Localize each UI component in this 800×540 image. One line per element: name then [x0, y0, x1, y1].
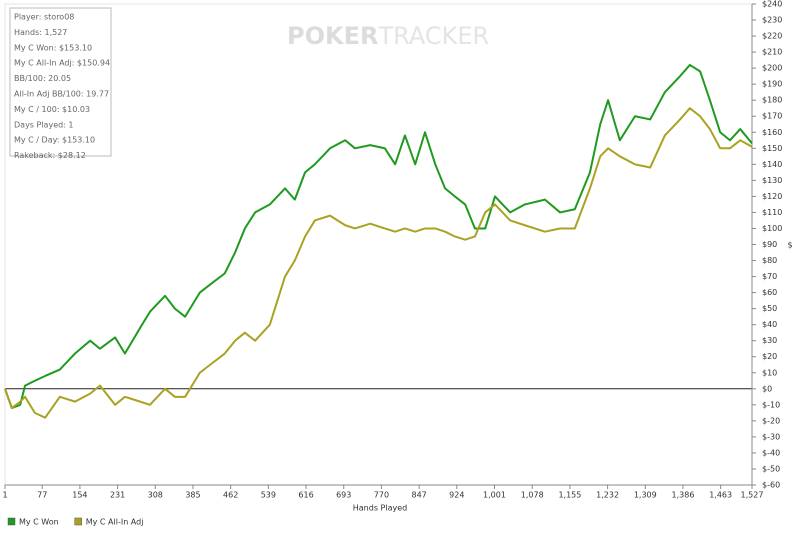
y-tick-label: $-40 [762, 448, 780, 457]
plot-area [4, 3, 753, 486]
info-line: Hands: 1,527 [14, 28, 67, 37]
y-tick-label: $190 [762, 80, 782, 89]
info-line: My C All-In Adj: $150.94 [14, 59, 110, 68]
y-tick-label: $170 [762, 112, 782, 121]
x-tick-label: 1,078 [521, 491, 544, 500]
y-tick-label: $30 [762, 336, 777, 345]
y-tick-label: $150 [762, 144, 782, 153]
info-line: BB/100: 20.05 [14, 74, 71, 83]
y-tick-label: $-50 [762, 464, 780, 473]
x-tick-label: 1,463 [709, 491, 732, 500]
y-tick-label: $220 [762, 32, 782, 41]
x-tick-label: 308 [148, 491, 163, 500]
watermark: POKERTRACKER [287, 22, 489, 50]
y-tick-label: $0 [762, 384, 772, 393]
x-tick-label: 1,155 [558, 491, 581, 500]
x-tick-label: 616 [298, 491, 313, 500]
info-line: My C / Day: $153.10 [14, 136, 95, 145]
y-tick-label: $240 [762, 0, 782, 9]
y-tick-label: $10 [762, 368, 777, 377]
x-tick-label: 1,309 [634, 491, 657, 500]
info-line: Rakeback: $28.12 [14, 151, 86, 160]
y-tick-label: $110 [762, 208, 782, 217]
watermark-part: POKER [287, 22, 378, 50]
series-line [4, 63, 753, 410]
x-tick-label: 1,527 [741, 491, 764, 500]
x-tick-label: 693 [336, 491, 351, 500]
info-line: Days Played: 1 [14, 120, 74, 129]
y-tick-label: $200 [762, 64, 782, 73]
y-tick-label: $100 [762, 224, 782, 233]
y-tick-label: $210 [762, 48, 782, 57]
y-tick-label: $-10 [762, 400, 780, 409]
legend-swatch [7, 517, 16, 526]
y-tick-label: $40 [762, 320, 777, 329]
info-line: My C / 100: $10.03 [14, 105, 90, 114]
x-tick-label: 924 [449, 491, 464, 500]
y-tick-label: $130 [762, 176, 782, 185]
series-line [4, 107, 753, 419]
x-tick-label: 77 [37, 491, 47, 500]
x-tick-label: 847 [411, 491, 426, 500]
y-tick-label: $70 [762, 272, 777, 281]
x-tick-label: 231 [110, 491, 125, 500]
y-tick-label: $140 [762, 160, 782, 169]
y-tick-label: $90 [762, 240, 777, 249]
y-tick-label: $50 [762, 304, 777, 313]
x-tick-label: 1,232 [596, 491, 619, 500]
x-tick-label: 770 [374, 491, 389, 500]
y-tick-label: $160 [762, 128, 782, 137]
info-line: All-In Adj BB/100: 19.77 [14, 90, 109, 99]
x-tick-label: 462 [223, 491, 238, 500]
x-tick-label: 539 [261, 491, 276, 500]
x-tick-label: 154 [72, 491, 87, 500]
info-line: My C Won: $153.10 [14, 43, 92, 52]
y-tick-label: $80 [762, 256, 777, 265]
y-tick-label: $60 [762, 288, 777, 297]
y-tick-label: $20 [762, 352, 777, 361]
y-tick-label: $180 [762, 96, 782, 105]
y-axis-label: $ [787, 241, 792, 250]
x-tick-label: 1 [2, 491, 7, 500]
x-tick-label: 1,001 [483, 491, 506, 500]
x-tick-label: 385 [185, 491, 200, 500]
legend-label: My C Won [19, 518, 59, 527]
info-box [9, 7, 112, 157]
y-tick-label: $230 [762, 16, 782, 25]
legend-label: My C All-In Adj [86, 518, 144, 527]
x-axis-label: Hands Played [353, 504, 407, 513]
y-tick-label: $-30 [762, 432, 780, 441]
y-tick-label: $-60 [762, 481, 780, 490]
legend-swatch [74, 517, 82, 526]
x-tick-label: 1,386 [672, 491, 695, 500]
info-line: Player: storo08 [14, 13, 74, 22]
y-tick-label: $120 [762, 192, 782, 201]
watermark-part: TRACKER [377, 22, 489, 50]
y-tick-label: $-20 [762, 416, 780, 425]
